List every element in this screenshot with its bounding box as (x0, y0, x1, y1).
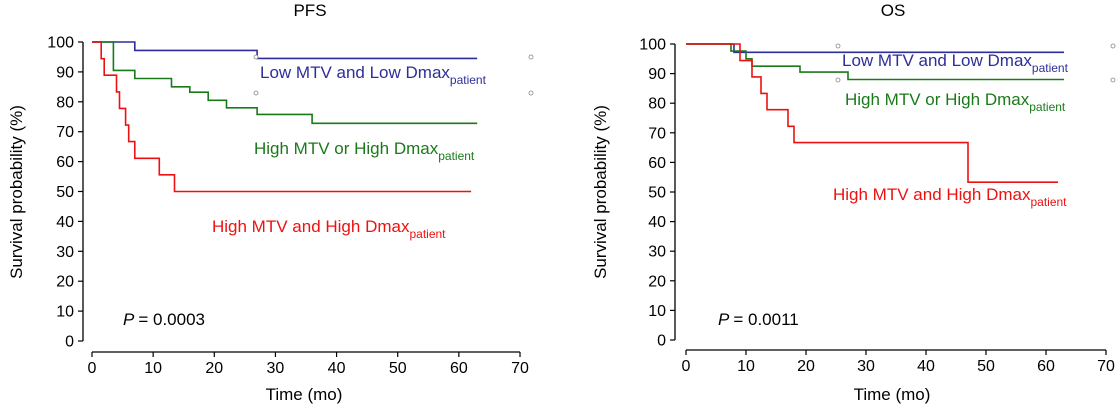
x-tick-label: 0 (682, 358, 691, 375)
y-tick-label: 40 (648, 214, 666, 231)
y-axis-title: Survival probability (%) (591, 105, 610, 279)
x-axis-title: Time (mo) (266, 385, 343, 404)
y-axis-title: Survival probability (%) (7, 105, 26, 279)
y-tick-label: 10 (648, 303, 666, 320)
y-tick-label: 70 (648, 125, 666, 142)
y-tick-label: 90 (56, 64, 74, 81)
p-value: P = 0.0011 (718, 310, 799, 329)
y-tick-label: 10 (56, 304, 74, 321)
selection-handle (1110, 77, 1116, 83)
series-label-and: High MTV and High Dmaxpatient (212, 217, 446, 241)
selection-handle (835, 43, 841, 49)
y-tick-label: 60 (56, 154, 74, 171)
y-tick-label: 80 (56, 94, 74, 111)
y-tick-label: 60 (648, 155, 666, 172)
series-label-or: High MTV or High Dmaxpatient (254, 139, 475, 163)
selection-handle (528, 54, 534, 60)
y-tick-label: 80 (648, 96, 666, 113)
survival-curve-low (92, 41, 478, 60)
x-tick-label: 20 (205, 360, 223, 377)
x-tick-label: 70 (511, 360, 529, 377)
y-tick-label: 0 (657, 333, 666, 350)
x-tick-label: 50 (977, 358, 995, 375)
os-chart: OS Time (mo) Survival probability (%) 0 1… (591, 1, 1116, 404)
p-value: P = 0.0003 (123, 310, 205, 329)
series-label-low: Low MTV and Low Dmaxpatient (260, 63, 487, 87)
x-tick-label: 70 (1097, 358, 1115, 375)
selection-handle (528, 90, 534, 96)
x-tick-label: 60 (450, 360, 468, 377)
y-tick-label: 20 (648, 273, 666, 290)
x-tick-label: 60 (1037, 358, 1055, 375)
survival-curve-and (92, 41, 472, 193)
x-tick-label: 40 (328, 360, 346, 377)
series-label-and: High MTV and High Dmaxpatient (833, 185, 1067, 209)
chart-title: OS (881, 1, 906, 20)
y-tick-label: 100 (639, 37, 666, 54)
chart-title: PFS (293, 1, 326, 20)
pfs-chart: PFS Time (mo) Survival probability (%) 0… (7, 1, 534, 404)
x-axis-title: Time (mo) (854, 385, 931, 404)
x-tick-label: 50 (389, 360, 407, 377)
y-tick-label: 70 (56, 124, 74, 141)
x-tick-label: 30 (857, 358, 875, 375)
series-label-low: Low MTV and Low Dmaxpatient (842, 51, 1069, 75)
survival-curve-and (686, 43, 1058, 183)
y-tick-label: 100 (47, 35, 74, 52)
x-tick-label: 40 (917, 358, 935, 375)
x-tick-label: 30 (267, 360, 285, 377)
survival-curve-or (92, 41, 478, 125)
x-tick-label: 20 (797, 358, 815, 375)
y-tick-label: 20 (56, 274, 74, 291)
selection-handle (835, 77, 841, 83)
selection-handle (1110, 43, 1116, 49)
y-tick-label: 30 (648, 244, 666, 261)
x-tick-label: 10 (144, 360, 162, 377)
x-tick-label: 0 (88, 360, 97, 377)
y-tick-label: 30 (56, 244, 74, 261)
y-tick-label: 50 (56, 184, 74, 201)
y-tick-label: 40 (56, 214, 74, 231)
x-tick-label: 10 (737, 358, 755, 375)
series-label-or: High MTV or High Dmaxpatient (845, 90, 1066, 114)
y-tick-label: 50 (648, 185, 666, 202)
selection-handle (253, 54, 259, 60)
selection-handle (253, 90, 259, 96)
y-tick-label: 0 (65, 334, 74, 351)
y-tick-label: 90 (648, 66, 666, 83)
